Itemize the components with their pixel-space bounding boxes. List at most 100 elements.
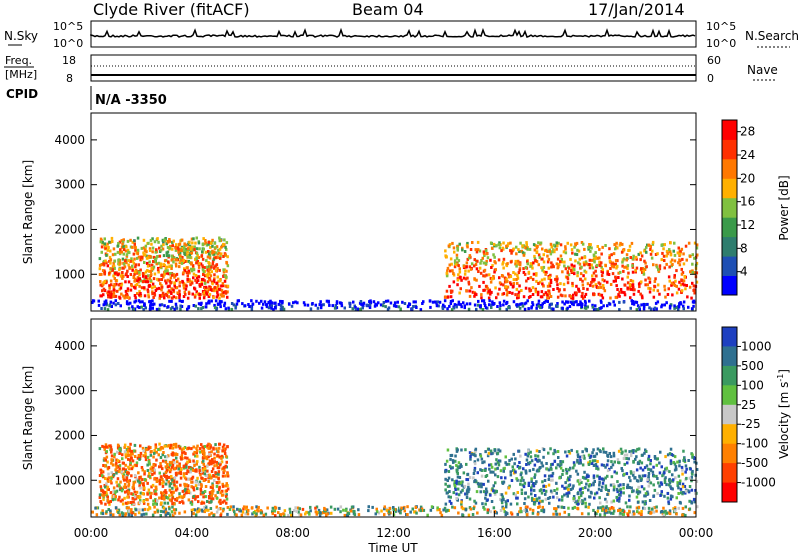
vel-cell xyxy=(128,449,131,453)
vel-cell xyxy=(512,471,516,475)
power-cell xyxy=(435,304,439,308)
vel-cell xyxy=(101,470,105,474)
power-cell xyxy=(113,271,117,275)
vel-cell xyxy=(192,495,195,498)
vel-cell xyxy=(449,495,452,499)
vel-cell xyxy=(438,508,441,511)
power-cell xyxy=(629,296,632,300)
power-cell xyxy=(155,287,159,291)
vel-cell xyxy=(485,490,489,494)
vel-cell xyxy=(192,488,196,492)
power-cell xyxy=(610,263,614,266)
vel-cell xyxy=(298,507,301,511)
power-cell xyxy=(436,300,439,304)
power-cell xyxy=(541,268,544,272)
power-y-tick-label: 4000 xyxy=(54,133,85,147)
power-cell xyxy=(651,242,655,246)
power-cell xyxy=(224,245,227,249)
vel-cell xyxy=(106,480,110,483)
vel-cell xyxy=(128,479,131,483)
power-cell xyxy=(186,242,190,246)
vel-cell xyxy=(551,462,554,466)
vel-cell xyxy=(164,455,167,459)
power-cell xyxy=(588,258,592,262)
power-cell xyxy=(201,306,205,309)
power-cell xyxy=(622,269,625,273)
vel-cell xyxy=(492,484,495,488)
power-cell xyxy=(609,296,612,300)
power-cell xyxy=(695,280,699,284)
power-cell xyxy=(211,244,214,248)
power-cell xyxy=(682,300,686,304)
vel-cell xyxy=(491,487,494,491)
vel-cell xyxy=(683,485,687,488)
power-cell xyxy=(692,284,696,288)
vel-cell xyxy=(127,490,130,494)
power-cell xyxy=(178,296,181,300)
power-cell xyxy=(559,293,563,297)
power-cell xyxy=(219,302,222,305)
vel-cell xyxy=(406,513,409,516)
vel-cell xyxy=(603,513,606,517)
vel-cell xyxy=(539,488,543,492)
power-cell xyxy=(211,259,215,263)
vel-cell xyxy=(159,462,162,465)
power-cell xyxy=(214,269,218,272)
vel-cell xyxy=(106,460,109,464)
power-cell xyxy=(670,258,674,262)
power-cell xyxy=(673,284,677,287)
vel-cell xyxy=(482,505,485,509)
power-cell xyxy=(219,279,222,283)
vel-cell xyxy=(634,449,638,453)
vel-cell xyxy=(668,477,671,481)
vel-cell xyxy=(165,455,169,459)
vel-cell xyxy=(530,477,533,481)
vel-cell xyxy=(529,507,532,511)
power-cell xyxy=(134,277,137,281)
vel-cell xyxy=(556,487,559,491)
power-cell xyxy=(109,267,112,271)
power-cell xyxy=(670,283,673,287)
vel-cell xyxy=(124,490,127,494)
power-cell xyxy=(494,268,497,272)
power-cell xyxy=(186,255,190,259)
power-cell xyxy=(679,252,682,256)
noise-panel-frame xyxy=(90,20,697,48)
vel-cell xyxy=(204,478,207,481)
power-cell xyxy=(494,286,497,290)
power-cell xyxy=(553,250,556,254)
vel-cell xyxy=(602,478,605,482)
power-cell xyxy=(477,299,480,303)
vel-cell xyxy=(609,455,613,459)
vel-cell xyxy=(329,505,333,509)
vel-cell xyxy=(494,462,497,466)
vel-cell xyxy=(455,463,458,467)
power-cell xyxy=(587,247,590,251)
vel-cell xyxy=(158,496,161,500)
vel-cell xyxy=(647,454,651,458)
vel-cell xyxy=(567,513,571,517)
power-cell xyxy=(134,248,137,252)
power-cell xyxy=(188,279,192,283)
vel-cell xyxy=(587,505,590,509)
power-cell xyxy=(215,307,218,311)
power-cell xyxy=(557,241,560,245)
vel-cell xyxy=(583,470,586,474)
power-cell xyxy=(680,272,684,276)
power-cell xyxy=(129,273,133,276)
power-cell xyxy=(153,293,157,297)
power-cell xyxy=(507,242,510,246)
power-cell xyxy=(592,254,596,258)
vel-cell xyxy=(246,512,250,516)
vel-cell xyxy=(114,468,117,472)
vel-cell xyxy=(459,481,463,485)
vel-cell xyxy=(154,485,158,489)
vel-cell xyxy=(494,473,497,477)
vel-cell xyxy=(635,455,638,459)
vel-cell xyxy=(460,448,463,452)
power-cell xyxy=(569,257,572,261)
vel-cell xyxy=(576,492,580,496)
vel-cell xyxy=(535,480,538,484)
power-cell xyxy=(197,269,200,273)
vel-cell xyxy=(252,511,256,514)
